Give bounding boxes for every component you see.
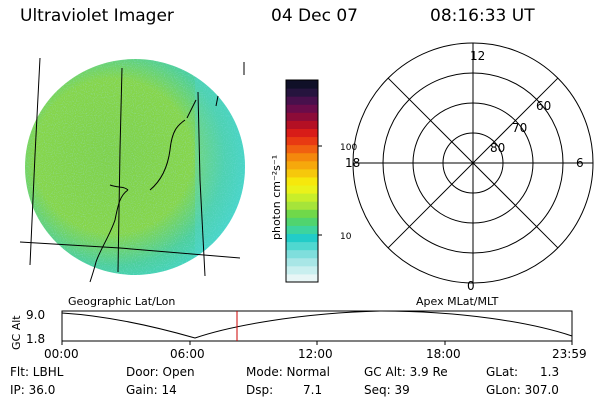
colorbar-segment [286, 96, 318, 105]
colorbar-segment [286, 217, 318, 226]
mlat-label-60: 60 [536, 99, 551, 113]
polar-plot [352, 42, 594, 284]
colorbar-segment [286, 168, 318, 178]
colorbar-segment [286, 225, 318, 235]
colorbar-segment [286, 241, 318, 251]
glon-label: GLon: 307.0 [486, 383, 559, 397]
altitude-timeline [61, 310, 573, 345]
date-label: 04 Dec 07 [271, 6, 358, 26]
colorbar-segment [286, 209, 318, 218]
colorbar-segment [286, 193, 318, 202]
colorbar-segment [286, 257, 318, 267]
mlt-label-0: 0 [467, 279, 475, 293]
mlat-label-70: 70 [512, 121, 527, 135]
colorbar-segment [286, 249, 318, 259]
filter-label: Flt: LBHL [10, 365, 64, 379]
timeline-x-label-2359: 23:59 [552, 347, 587, 361]
geographic-label: Geographic Lat/Lon [68, 295, 175, 308]
colorbar-segment [286, 120, 318, 129]
colorbar-segment [286, 80, 318, 89]
colorbar-segment [286, 176, 318, 186]
colorbar-segment [286, 112, 318, 121]
colorbar-unit-label: photon cm⁻²s⁻¹ [270, 155, 283, 240]
dsp-label: Dsp: [246, 383, 274, 397]
colorbar-segment [286, 201, 318, 210]
time-label: 08:16:33 UT [430, 6, 535, 26]
timeline-y-max: 9.0 [26, 308, 45, 322]
dsp-value: 7.1 [303, 383, 323, 397]
colorbar-segment [286, 128, 318, 138]
colorbar [285, 79, 319, 283]
timeline-x-label-0000: 00:00 [44, 347, 79, 361]
timeline-x-label-1800: 18:00 [426, 347, 461, 361]
door-label: Door: Open [126, 365, 195, 379]
timeline-y-axis-label: GC Alt [10, 315, 23, 350]
colorbar-segment [286, 273, 318, 283]
mlt-label-12: 12 [470, 49, 485, 63]
mode-label: Mode: Normal [246, 365, 330, 379]
colorbar-segment [286, 136, 318, 146]
colorbar-segment [286, 233, 318, 243]
mlt-label-6: 6 [576, 156, 584, 170]
colorbar-segment [286, 160, 318, 170]
timeline-x-label-1200: 12:00 [298, 347, 333, 361]
aurora-image [25, 59, 245, 275]
instrument-title: Ultraviolet Imager [20, 6, 174, 26]
geographic-grid [19, 57, 245, 283]
colorbar-tick-100: 100 [340, 143, 357, 153]
colorbar-segment [286, 265, 318, 275]
apex-label: Apex MLat/MLT [416, 295, 499, 308]
colorbar-segment [286, 185, 318, 194]
colorbar-tick-10: 10 [340, 232, 352, 242]
colorbar-border [285, 79, 319, 283]
colorbar-segment [286, 88, 318, 97]
seq-label: Seq: 39 [364, 383, 410, 397]
mlat-label-80: 80 [490, 141, 505, 155]
timeline-x-label-0600: 06:00 [170, 347, 205, 361]
glat-label: GLat: [486, 365, 519, 379]
glat-value: 1.3 [540, 365, 560, 379]
gc-alt-label: GC Alt: 3.9 Re [364, 365, 448, 379]
colorbar-segment [286, 104, 318, 113]
mlt-label-18: 18 [345, 156, 360, 170]
ip-label: IP: 36.0 [10, 383, 56, 397]
colorbar-segment [286, 144, 318, 154]
gain-label: Gain: 14 [126, 383, 177, 397]
colorbar-segment [286, 152, 318, 162]
timeline-y-min: 1.8 [26, 332, 45, 346]
